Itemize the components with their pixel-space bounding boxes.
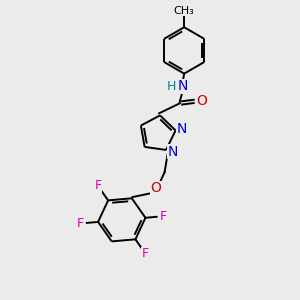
Text: CH₃: CH₃: [174, 6, 195, 16]
Text: F: F: [160, 210, 167, 223]
Text: O: O: [150, 181, 161, 195]
Text: N: N: [177, 122, 187, 136]
Text: H: H: [167, 80, 176, 93]
Text: O: O: [196, 94, 208, 108]
Text: F: F: [142, 248, 149, 260]
Text: F: F: [77, 217, 84, 230]
Text: N: N: [167, 145, 178, 159]
Text: N: N: [178, 80, 188, 93]
Text: F: F: [94, 179, 101, 192]
